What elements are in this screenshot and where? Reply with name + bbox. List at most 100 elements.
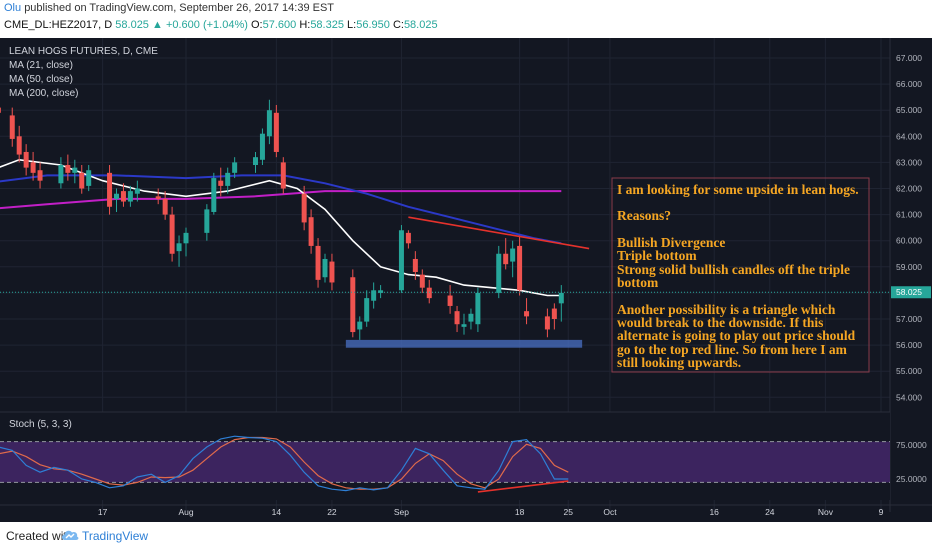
- x-tick-label: 22: [327, 507, 337, 517]
- candle-body: [211, 178, 217, 212]
- candle-body: [218, 180, 224, 186]
- high-value: 58.325: [310, 19, 344, 31]
- current-price-label: 58.025: [896, 287, 922, 297]
- candle-body: [350, 277, 356, 333]
- ma21-line: [0, 158, 562, 297]
- y-tick-label: 61.000: [896, 210, 922, 220]
- annotation-note[interactable]: I am looking for some upside in lean hog…: [611, 177, 870, 373]
- x-tick-label: Nov: [818, 507, 834, 517]
- open-label: O:: [250, 19, 263, 31]
- candle-body: [127, 191, 133, 202]
- created-with-text: Created with: [6, 529, 74, 543]
- candle-body: [16, 136, 22, 155]
- x-tick-label: Sep: [394, 507, 409, 517]
- candle-body: [558, 292, 564, 304]
- candle-body: [301, 193, 307, 223]
- candle-body: [371, 290, 377, 301]
- annotation-line: bottom: [617, 275, 659, 290]
- candle-body: [0, 107, 1, 113]
- legend-ma200: MA (200, close): [9, 88, 78, 99]
- tradingview-brand-link[interactable]: TradingView: [82, 529, 149, 543]
- low-value: 56.950: [356, 19, 390, 31]
- y-tick-label: 62.000: [896, 184, 922, 194]
- y-tick-label: 59.000: [896, 262, 922, 272]
- candle-body: [280, 162, 286, 189]
- candle-body: [266, 110, 272, 137]
- y-tick-label: 54.000: [896, 392, 922, 402]
- x-tick-label: 16: [709, 507, 719, 517]
- x-tick-label: 14: [272, 507, 282, 517]
- y-tick-label: 63.000: [896, 157, 922, 167]
- price-change: +0.600 (+1.04%): [165, 19, 248, 31]
- candle-body: [551, 308, 557, 319]
- x-tick-label: 25: [564, 507, 574, 517]
- y-tick-label: 67.000: [896, 53, 922, 63]
- candle-body: [524, 311, 530, 317]
- candle-body: [447, 295, 453, 306]
- x-tick-label: 17: [98, 507, 108, 517]
- candle-body: [65, 165, 71, 173]
- candle-body: [225, 172, 231, 186]
- y-tick-label: 60.000: [896, 236, 922, 246]
- tradingview-cloud-icon[interactable]: [60, 527, 80, 543]
- x-tick-label: 18: [515, 507, 525, 517]
- annotation-line: Strong solid bullish candles off the tri…: [617, 262, 850, 277]
- candle-body: [72, 167, 78, 173]
- low-label: L:: [347, 19, 357, 31]
- symbol-ohlc-line: CME_DL:HEZ2017, D 58.025 ▲ +0.600 (+1.04…: [4, 19, 438, 31]
- candle-body: [405, 232, 411, 244]
- publish-info: Olu published on TradingView.com, Septem…: [4, 2, 334, 14]
- annotation-line: Another possibility is a triangle which: [617, 302, 836, 317]
- candle-body: [475, 292, 481, 325]
- stochastic-panel[interactable]: 75.0000 25.0000: [0, 411, 927, 500]
- candle-body: [322, 258, 328, 278]
- candle-body: [496, 253, 502, 293]
- annotation-line: Bullish Divergence: [617, 235, 725, 250]
- candle-body: [398, 230, 404, 291]
- chart-title: LEAN HOGS FUTURES, D, CME: [9, 46, 158, 57]
- time-axis[interactable]: 17 Aug 14 22 Sep 18 25 Oct 16 24 Nov 9: [0, 504, 932, 517]
- current-price-tag: [891, 286, 931, 299]
- candle-body: [308, 217, 314, 246]
- candle-body: [426, 287, 432, 299]
- candle-body: [204, 209, 210, 233]
- resistance-trendline: [408, 216, 590, 250]
- candle-body: [183, 232, 189, 244]
- candle-body: [454, 311, 460, 325]
- candle-body: [510, 248, 516, 262]
- high-label: H:: [299, 19, 311, 31]
- price-axis[interactable]: 67.000 66.000 65.000 64.000 63.000 62.000 61.0…: [889, 38, 932, 522]
- candle-body: [176, 243, 182, 252]
- y-tick-label: 65.000: [896, 105, 922, 115]
- candle-body: [155, 196, 161, 199]
- candle-body: [134, 188, 140, 194]
- stoch-label: Stoch (5, 3, 3): [9, 419, 72, 430]
- candle-body: [364, 298, 370, 322]
- price-chart[interactable]: 67.000 66.000 65.000 64.000 63.000 62.000 61.0…: [0, 38, 932, 522]
- last-price: 58.025: [115, 19, 149, 31]
- candle-body: [162, 198, 168, 215]
- candle-body: [461, 324, 467, 327]
- support-zone: [345, 339, 583, 348]
- annotation-line: go to the top red line. So from here I a…: [617, 342, 848, 357]
- annotation-line: Reasons?: [617, 208, 671, 223]
- drawings: [0, 216, 890, 348]
- y-tick-label: 56.000: [896, 340, 922, 350]
- candle-body: [544, 316, 550, 330]
- annotation-line: alternate is going to play out price sho…: [617, 328, 856, 343]
- candle-body: [23, 151, 29, 168]
- y-tick-label: 55.000: [896, 366, 922, 376]
- stoch-tick-label: 25.0000: [896, 474, 927, 484]
- candle-body: [107, 172, 113, 207]
- close-label: C:: [392, 19, 404, 31]
- candle-body: [114, 193, 119, 199]
- candle-body: [412, 258, 418, 273]
- annotation-line: Triple bottom: [617, 248, 697, 263]
- x-tick-label: Oct: [603, 507, 617, 517]
- candle-body: [357, 321, 363, 330]
- author-link[interactable]: Olu: [4, 2, 22, 14]
- stoch-d-line: [0, 436, 569, 490]
- candle-body: [378, 290, 384, 293]
- y-tick-label: 66.000: [896, 79, 922, 89]
- candle-body: [315, 245, 321, 280]
